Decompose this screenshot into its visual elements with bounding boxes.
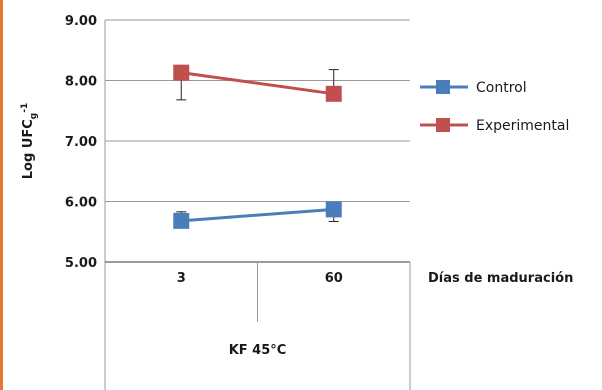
y-tick-labels: 5.00 6.00 7.00 8.00 9.00 [65,14,97,271]
axes [104,20,411,390]
series-line-0 [181,207,334,223]
x-axis-title: Días de maduración [428,271,573,286]
x-tick-labels: 3 60 [177,271,343,286]
y-tick-label-1: 6.00 [65,196,97,211]
left-edge-accent-bar [0,0,3,390]
point-0-0 [173,212,190,229]
x-tick-label-1: 60 [325,271,343,286]
y-tick-label-4: 9.00 [65,14,97,29]
y-axis-title-sup: -1 [20,103,30,113]
series-layer [173,64,342,229]
y-tick-label-0: 5.00 [65,256,97,271]
legend: Control Experimental [420,80,569,134]
x-group-label: KF 45°C [229,343,287,358]
y-axis-title: Log UFCg-1 [20,103,39,179]
x-tick-label-0: 3 [177,271,186,286]
legend-label-0: Control [476,80,527,96]
point-1-1 [325,85,342,102]
y-tick-label-3: 8.00 [65,75,97,90]
y-tick-label-2: 7.00 [65,135,97,150]
series-line-1 [181,71,334,96]
legend-marker-0 [436,80,450,94]
gridlines [105,19,410,263]
legend-marker-1 [436,118,450,132]
legend-label-1: Experimental [476,118,569,134]
point-1-0 [173,64,190,81]
y-axis-title-sub: g [29,113,39,119]
y-axis-title-main: Log UFC [21,119,36,179]
point-0-1 [325,201,342,218]
